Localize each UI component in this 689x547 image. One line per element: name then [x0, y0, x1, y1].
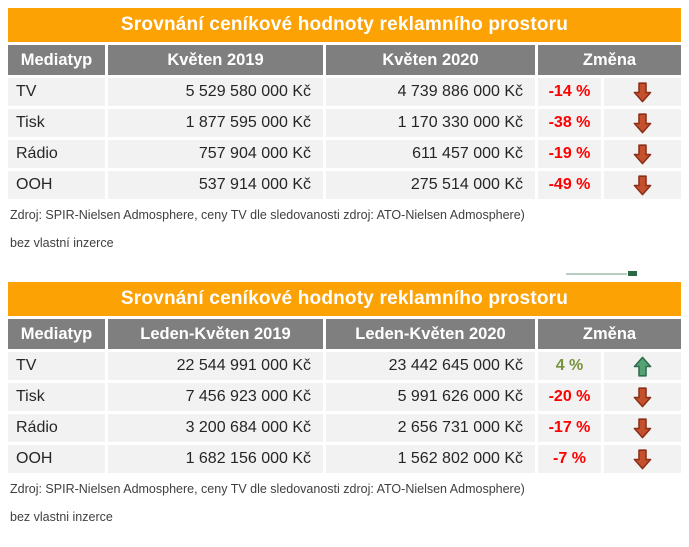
cell-mediatype: Rádio	[8, 140, 105, 168]
trend-down-arrow-icon	[633, 81, 652, 103]
cell-value-2019: 5 529 580 000 Kč	[108, 78, 323, 106]
cell-mediatype: OOH	[8, 445, 105, 473]
table-title: Srovnání ceníkové hodnoty reklamního pro…	[8, 8, 681, 42]
col-header-period1: Leden-Květen 2019	[108, 319, 323, 349]
cell-mediatype: TV	[8, 78, 105, 106]
cell-mediatype: Tisk	[8, 109, 105, 137]
cell-value-2020: 275 514 000 Kč	[326, 171, 535, 199]
stray-line	[566, 273, 627, 275]
cell-change-percent: -17 %	[538, 414, 601, 442]
table-may-comparison: Srovnání ceníkové hodnoty reklamního pro…	[8, 8, 681, 250]
cell-value-2020: 5 991 626 000 Kč	[326, 383, 535, 411]
col-header-mediatype: Mediatyp	[8, 45, 105, 75]
col-header-mediatype: Mediatyp	[8, 319, 105, 349]
source-note: Zdroj: SPIR-Nielsen Admosphere, ceny TV …	[10, 482, 525, 496]
trend-down-arrow-icon	[633, 417, 652, 439]
cell-mediatype: Tisk	[8, 383, 105, 411]
cell-trend	[604, 414, 681, 442]
source-note-2: bez vlastní inzerce	[10, 236, 114, 250]
cell-trend	[604, 383, 681, 411]
cell-trend	[604, 171, 681, 199]
col-header-period2: Květen 2020	[326, 45, 535, 75]
trend-down-arrow-icon	[633, 143, 652, 165]
cell-change-percent: -7 %	[538, 445, 601, 473]
cell-value-2020: 23 442 645 000 Kč	[326, 352, 535, 380]
table-jan-may-comparison: Srovnání ceníkové hodnoty reklamního pro…	[8, 282, 681, 524]
cell-value-2019: 3 200 684 000 Kč	[108, 414, 323, 442]
cell-value-2020: 1 170 330 000 Kč	[326, 109, 535, 137]
cell-trend	[604, 109, 681, 137]
cell-mediatype: Rádio	[8, 414, 105, 442]
cell-value-2019: 22 544 991 000 Kč	[108, 352, 323, 380]
trend-down-arrow-icon	[633, 386, 652, 408]
cell-value-2019: 1 682 156 000 Kč	[108, 445, 323, 473]
table-grid: Srovnání ceníkové hodnoty reklamního pro…	[8, 8, 681, 199]
cell-value-2019: 757 904 000 Kč	[108, 140, 323, 168]
cell-trend	[604, 140, 681, 168]
cell-value-2019: 537 914 000 Kč	[108, 171, 323, 199]
cell-value-2019: 7 456 923 000 Kč	[108, 383, 323, 411]
trend-up-arrow-icon	[633, 356, 652, 377]
stray-dash	[628, 271, 637, 276]
cell-mediatype: OOH	[8, 171, 105, 199]
cell-change-percent: -49 %	[538, 171, 601, 199]
trend-down-arrow-icon	[633, 112, 652, 134]
source-note: Zdroj: SPIR-Nielsen Admosphere, ceny TV …	[10, 208, 525, 222]
cell-change-percent: 4 %	[538, 352, 601, 380]
table-title: Srovnání ceníkové hodnoty reklamního pro…	[8, 282, 681, 316]
source-note-2: bez vlastni inzerce	[10, 510, 113, 524]
col-header-change: Změna	[538, 45, 681, 75]
cell-value-2020: 4 739 886 000 Kč	[326, 78, 535, 106]
table-grid: Srovnání ceníkové hodnoty reklamního pro…	[8, 282, 681, 473]
cell-trend	[604, 78, 681, 106]
cell-change-percent: -19 %	[538, 140, 601, 168]
cell-trend	[604, 352, 681, 380]
cell-value-2020: 611 457 000 Kč	[326, 140, 535, 168]
cell-change-percent: -14 %	[538, 78, 601, 106]
col-header-change: Změna	[538, 319, 681, 349]
cell-change-percent: -20 %	[538, 383, 601, 411]
cell-change-percent: -38 %	[538, 109, 601, 137]
col-header-period2: Leden-Květen 2020	[326, 319, 535, 349]
cell-trend	[604, 445, 681, 473]
col-header-period1: Květen 2019	[108, 45, 323, 75]
cell-value-2019: 1 877 595 000 Kč	[108, 109, 323, 137]
cell-value-2020: 1 562 802 000 Kč	[326, 445, 535, 473]
trend-down-arrow-icon	[633, 448, 652, 470]
cell-value-2020: 2 656 731 000 Kč	[326, 414, 535, 442]
cell-mediatype: TV	[8, 352, 105, 380]
trend-down-arrow-icon	[633, 174, 652, 196]
